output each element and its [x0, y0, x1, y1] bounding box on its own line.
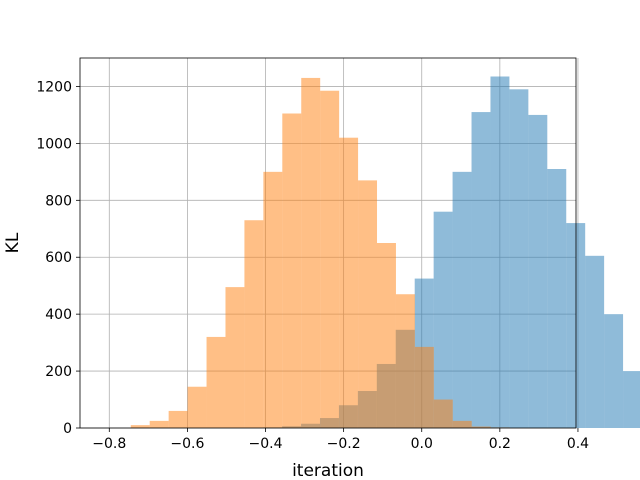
histogram-bar-series-0: [452, 171, 472, 428]
histogram-bar-series-1: [414, 346, 434, 428]
x-tick-label: 0.2: [489, 436, 511, 452]
histogram-bar-series-1: [282, 113, 302, 428]
x-tick-label: −0.2: [327, 436, 361, 452]
histogram-bar-series-0: [585, 255, 605, 428]
histogram-bar-series-1: [206, 336, 226, 428]
histogram-bar-series-1: [358, 180, 378, 428]
axes: [79, 57, 577, 429]
histogram-bar-series-0: [509, 89, 529, 429]
plot-frame: [79, 57, 577, 429]
histogram-bar-series-0: [433, 211, 453, 428]
histogram-bar-series-0: [547, 169, 567, 428]
histogram-bar-series-1: [433, 399, 453, 428]
x-tick-label: −0.4: [249, 436, 283, 452]
histogram-bar-series-1: [471, 426, 491, 428]
histogram-bar-series-1: [149, 420, 169, 428]
y-tick-label: 0: [63, 421, 72, 437]
x-tick-label: −0.8: [92, 436, 126, 452]
histogram-bar-series-1: [130, 425, 150, 428]
histogram-bar-series-1: [339, 137, 359, 428]
y-tick-label: 800: [45, 193, 72, 209]
histogram-bar-series-1: [263, 171, 283, 428]
histogram-bar-series-1: [168, 410, 188, 428]
histogram-bar-series-0: [471, 112, 491, 429]
y-tick-label: 1200: [36, 79, 72, 95]
histogram-bar-series-0: [623, 371, 640, 428]
histogram-bar-series-1: [244, 220, 264, 428]
y-axis-ticks: 0 200 400 600 800 1000 1200: [36, 79, 80, 437]
y-tick-label: 400: [45, 307, 72, 323]
histogram-bar-series-1: [452, 420, 472, 428]
histogram-bar-series-0: [604, 314, 624, 428]
histogram-bar-series-1: [395, 294, 415, 428]
histogram-bar-series-1: [301, 77, 321, 428]
x-axis-ticks: −0.8 −0.6 −0.4 −0.2 0.0 0.2 0.4: [92, 428, 589, 452]
x-tick-label: −0.6: [170, 436, 204, 452]
y-axis-title: KL: [3, 232, 23, 253]
x-tick-label: 0.4: [567, 436, 589, 452]
x-tick-label: 0.0: [411, 436, 433, 452]
histogram-bar-series-0: [528, 114, 548, 428]
histogram-bar-series-1: [187, 386, 207, 428]
y-tick-label: 1000: [36, 136, 72, 152]
histogram-bar-series-1: [225, 287, 245, 428]
y-tick-label: 200: [45, 364, 72, 380]
y-tick-label: 600: [45, 250, 72, 266]
histogram-bar-series-0: [490, 76, 510, 428]
histogram-bar-series-1: [320, 90, 340, 428]
x-axis-title: iteration: [292, 461, 364, 480]
histogram-bars: [130, 76, 640, 429]
histogram-bar-series-1: [377, 243, 396, 428]
